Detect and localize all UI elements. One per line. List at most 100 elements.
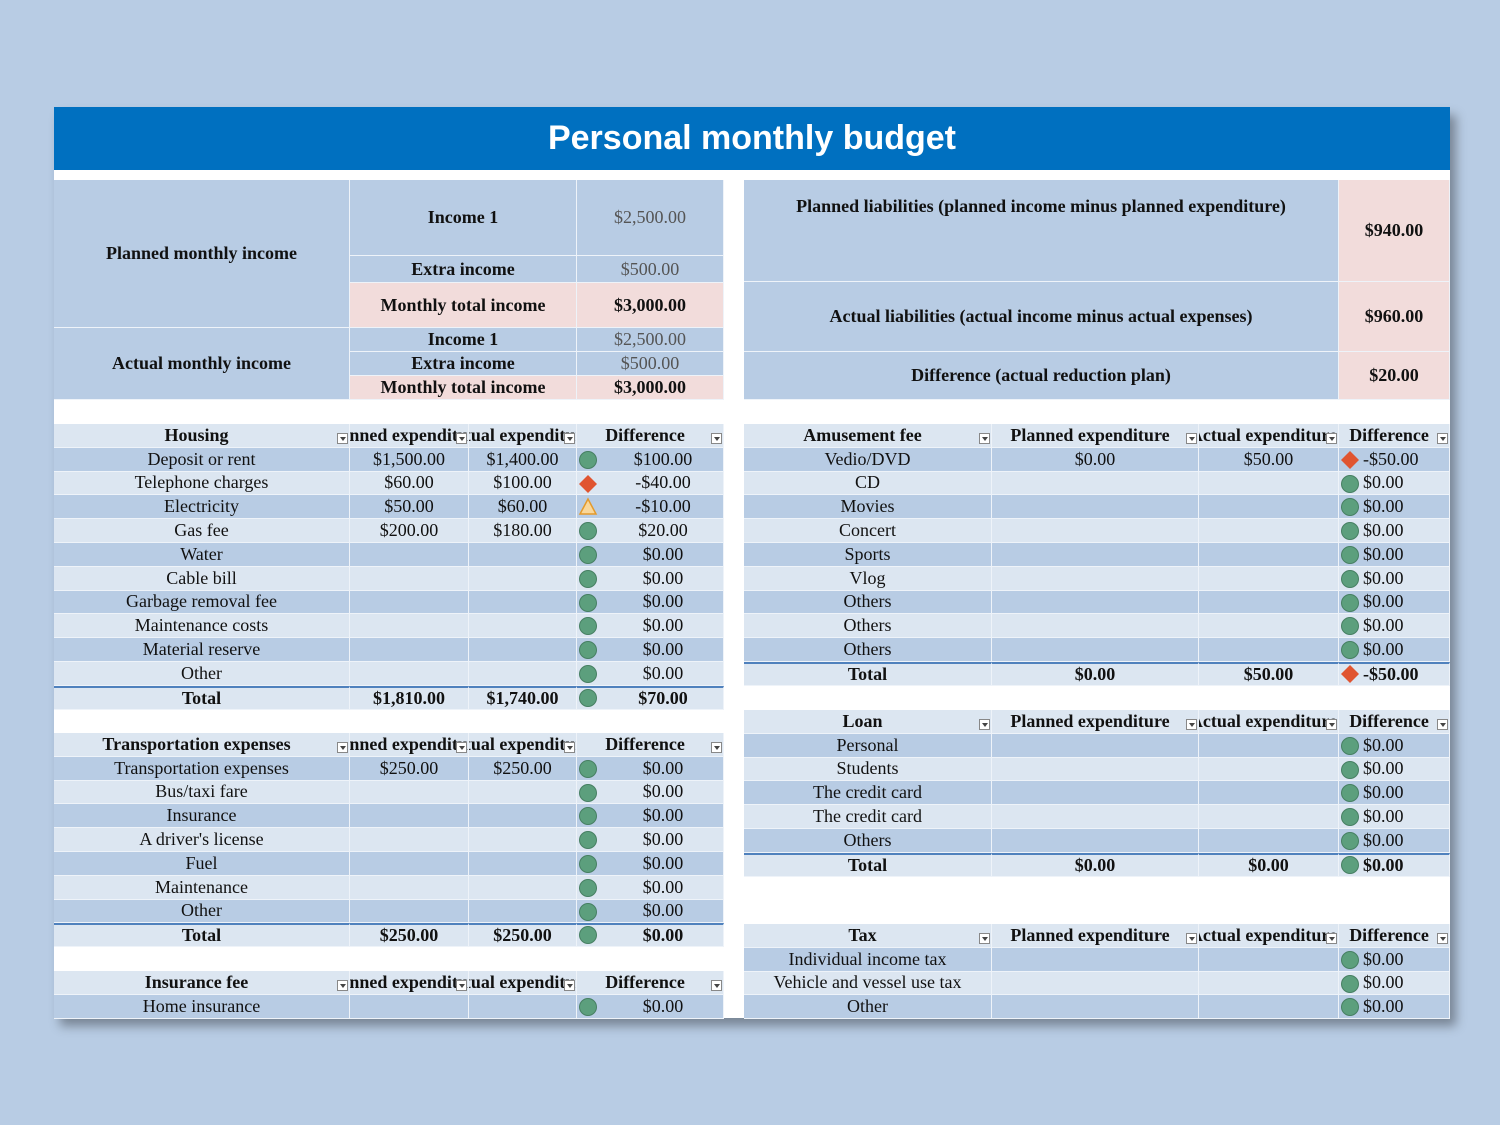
status-icon bbox=[1341, 593, 1359, 612]
filter-button[interactable] bbox=[1326, 719, 1337, 730]
filter-button[interactable] bbox=[711, 742, 722, 753]
cell-text: Actual expenditure bbox=[1199, 424, 1338, 445]
cell-text: Personal bbox=[836, 734, 899, 755]
filter-button[interactable] bbox=[1437, 719, 1448, 730]
filter-button[interactable] bbox=[711, 980, 722, 991]
filter-button[interactable] bbox=[456, 980, 467, 991]
filter-button[interactable] bbox=[564, 742, 575, 753]
cell-text: Actual monthly income bbox=[112, 353, 291, 373]
column-header: Tax bbox=[744, 924, 992, 948]
filter-button[interactable] bbox=[456, 742, 467, 753]
row-label: Garbage removal fee bbox=[54, 590, 350, 615]
cell: $0.00 bbox=[1339, 614, 1450, 639]
filter-button[interactable] bbox=[337, 433, 348, 444]
cell-text: $0.00 bbox=[642, 662, 684, 683]
filter-button[interactable] bbox=[564, 433, 575, 444]
cell: $0.00 bbox=[577, 828, 724, 852]
filter-button[interactable] bbox=[1186, 433, 1197, 444]
cell-text: Planned expenditure bbox=[350, 733, 468, 754]
status-icon bbox=[578, 497, 598, 516]
cell-text: Income 1 bbox=[427, 207, 499, 227]
cell-text: $250.00 bbox=[379, 757, 439, 778]
cell-text: $0.00 bbox=[1363, 854, 1404, 875]
income-item: Monthly total income bbox=[350, 283, 577, 328]
cell-text: $0.00 bbox=[642, 805, 684, 826]
filter-button[interactable] bbox=[979, 433, 990, 444]
cell-text: Difference (actual reduction plan) bbox=[911, 365, 1171, 385]
row-label: Vehicle and vessel use tax bbox=[744, 971, 992, 996]
status-icon bbox=[579, 641, 597, 660]
status-icon bbox=[579, 854, 597, 873]
cell-text: The credit card bbox=[813, 782, 922, 803]
cell bbox=[992, 590, 1199, 615]
filter-button[interactable] bbox=[337, 980, 348, 991]
column-header: Amusement fee bbox=[744, 424, 992, 448]
row-label: CD bbox=[744, 471, 992, 496]
filter-button[interactable] bbox=[1326, 933, 1337, 944]
cell: $70.00 bbox=[577, 685, 724, 710]
cell: $0.00 bbox=[1339, 566, 1450, 591]
column-header: Difference bbox=[577, 733, 724, 757]
status-icon bbox=[579, 617, 597, 636]
cell-text: $20.00 bbox=[638, 520, 688, 541]
cell-text: Vlog bbox=[849, 567, 886, 588]
cell: $0.00 bbox=[577, 804, 724, 829]
filter-button[interactable] bbox=[564, 980, 575, 991]
column-header: Planned expenditure bbox=[350, 733, 469, 757]
cell: $0.00 bbox=[1339, 590, 1450, 615]
cell-text: Planned expenditure bbox=[350, 424, 468, 445]
cell-text: $0.00 bbox=[1363, 567, 1404, 588]
row-label: Vlog bbox=[744, 566, 992, 591]
cell-text: Deposit or rent bbox=[147, 448, 256, 469]
cell-text: -$10.00 bbox=[635, 496, 691, 517]
liability-label: Planned liabilities (planned income minu… bbox=[744, 180, 1339, 282]
status-icon bbox=[1341, 808, 1359, 827]
cell-text: Gas fee bbox=[174, 520, 229, 541]
row-label: Vedio/DVD bbox=[744, 447, 992, 472]
cell-text: Cable bill bbox=[166, 567, 237, 588]
liability-value: $960.00 bbox=[1339, 282, 1450, 352]
cell-text: $250.00 bbox=[379, 925, 439, 946]
row-label: Sports bbox=[744, 543, 992, 567]
status-icon bbox=[1341, 545, 1359, 564]
cell bbox=[469, 828, 577, 852]
filter-button[interactable] bbox=[337, 742, 348, 753]
cell: $0.00 bbox=[1339, 971, 1450, 996]
cell-text: $1,500.00 bbox=[373, 448, 445, 469]
cell-text: Maintenance costs bbox=[134, 615, 269, 636]
status-icon bbox=[579, 759, 597, 778]
filter-button[interactable] bbox=[456, 433, 467, 444]
cell bbox=[350, 614, 469, 639]
filter-button[interactable] bbox=[979, 933, 990, 944]
cell-text: Difference bbox=[1349, 710, 1429, 731]
cell: $50.00 bbox=[1199, 447, 1339, 472]
status-icon bbox=[1341, 498, 1359, 517]
liability-value: $20.00 bbox=[1339, 352, 1450, 400]
row-label: Total bbox=[54, 685, 350, 710]
cell: $60.00 bbox=[350, 471, 469, 496]
cell-text: Housing bbox=[164, 424, 229, 445]
column-header: Loan bbox=[744, 710, 992, 734]
cell-text: $0.00 bbox=[1363, 996, 1404, 1017]
cell bbox=[350, 543, 469, 567]
cell: $0.00 bbox=[577, 994, 724, 1019]
column-header: Difference bbox=[1339, 424, 1450, 448]
cell: $1,740.00 bbox=[469, 685, 577, 710]
cell-text: Amusement fee bbox=[803, 424, 922, 445]
filter-button[interactable] bbox=[979, 719, 990, 730]
filter-button[interactable] bbox=[1437, 933, 1448, 944]
filter-button[interactable] bbox=[1186, 719, 1197, 730]
filter-button[interactable] bbox=[711, 433, 722, 444]
cell: $0.00 bbox=[1199, 852, 1339, 877]
filter-button[interactable] bbox=[1437, 433, 1448, 444]
filter-button[interactable] bbox=[1186, 933, 1197, 944]
status-icon bbox=[579, 664, 597, 683]
cell bbox=[1199, 971, 1339, 996]
filter-button[interactable] bbox=[1326, 433, 1337, 444]
status-icon bbox=[579, 997, 597, 1016]
status-icon bbox=[579, 902, 597, 921]
cell-text: Maintenance bbox=[155, 876, 248, 897]
cell-text: Extra income bbox=[411, 353, 515, 373]
cell: -$50.00 bbox=[1339, 662, 1450, 686]
cell-text: Planned expenditure bbox=[1010, 924, 1170, 945]
